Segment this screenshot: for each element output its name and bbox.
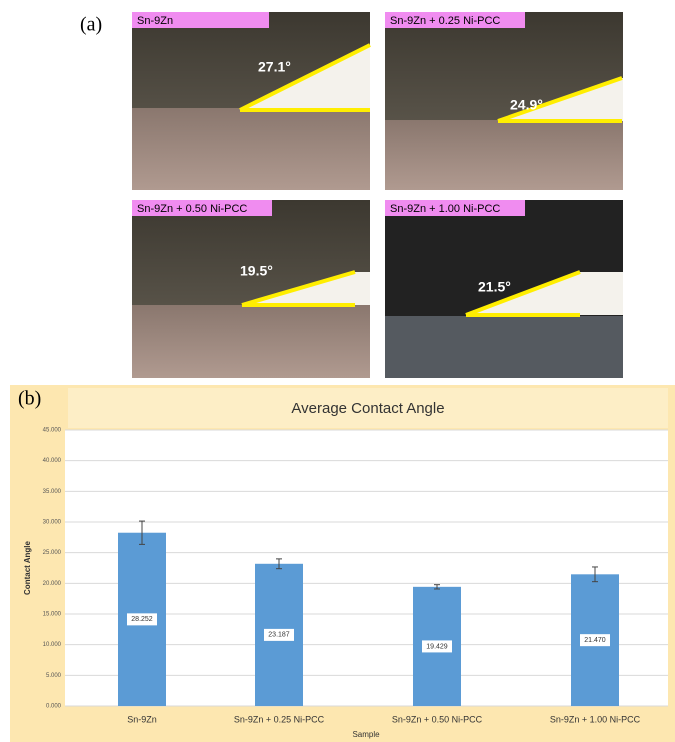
caption-box bbox=[132, 200, 272, 216]
angle-label: 24.9° bbox=[510, 97, 543, 113]
angle-label: 27.1° bbox=[258, 59, 291, 75]
value-label-box bbox=[580, 634, 610, 647]
caption-box bbox=[385, 12, 525, 28]
x-tick-label: Sn-9Zn + 0.25 Ni-PCC bbox=[234, 714, 325, 724]
x-axis-label: Sample bbox=[352, 730, 380, 739]
angle-line bbox=[241, 270, 356, 307]
y-tick-label: 10.000 bbox=[43, 642, 62, 648]
substrate bbox=[385, 120, 623, 190]
value-label: 28.252 bbox=[131, 616, 153, 623]
y-tick-label: 40.000 bbox=[43, 458, 62, 464]
value-label-box bbox=[264, 628, 294, 641]
x-tick-label: Sn-9Zn + 1.00 Ni-PCC bbox=[550, 714, 641, 724]
angle-line bbox=[465, 270, 581, 317]
photos: Sn-9Zn 27.1° Sn-9Zn + 0.25 Ni-PCC 24.9° Sn-9… bbox=[132, 12, 623, 378]
caption: Sn-9Zn + 1.00 Ni-PCC bbox=[390, 203, 500, 215]
angle-label: 19.5° bbox=[240, 263, 273, 279]
y-tick-label: 35.000 bbox=[43, 489, 62, 495]
caption-box bbox=[385, 200, 525, 216]
y-tick-label: 5.000 bbox=[46, 673, 62, 679]
y-tick-label: 0.000 bbox=[46, 704, 62, 710]
y-tick-label: 20.000 bbox=[43, 581, 62, 587]
chart-title: Average Contact Angle bbox=[291, 400, 444, 417]
angle-label: 21.5° bbox=[478, 279, 511, 295]
x-tick-label: Sn-9Zn + 0.50 Ni-PCC bbox=[392, 714, 483, 724]
caption: Sn-9Zn + 0.25 Ni-PCC bbox=[390, 15, 500, 27]
panel-label: (b) bbox=[18, 388, 41, 410]
y-tick-label: 25.000 bbox=[43, 550, 62, 556]
y-tick-label: 15.000 bbox=[43, 612, 62, 618]
angle-line bbox=[239, 43, 371, 112]
panel-label: (a) bbox=[80, 14, 102, 36]
y-axis-label: Contact Angle bbox=[23, 540, 32, 594]
y-tick-label: 30.000 bbox=[43, 520, 62, 526]
title-bar bbox=[68, 388, 668, 428]
substrate bbox=[132, 305, 370, 378]
substrate bbox=[385, 316, 623, 378]
chart: 0.000 5.000 10.000 15.000 20.000 25.000 30.000… bbox=[43, 428, 668, 724]
value-label: 23.187 bbox=[268, 632, 290, 639]
caption: Sn-9Zn + 0.50 Ni-PCC bbox=[137, 203, 247, 215]
x-tick-label: Sn-9Zn bbox=[127, 714, 157, 724]
caption-box bbox=[132, 12, 269, 28]
value-label: 19.429 bbox=[426, 643, 448, 650]
value-label-box bbox=[127, 613, 157, 626]
substrate bbox=[132, 108, 370, 190]
value-label-box bbox=[422, 640, 452, 653]
value-label: 21.470 bbox=[584, 637, 606, 644]
droplet bbox=[466, 272, 623, 315]
angle-line bbox=[497, 76, 623, 123]
caption: Sn-9Zn bbox=[137, 15, 173, 27]
y-tick-label: 45.000 bbox=[43, 428, 62, 434]
